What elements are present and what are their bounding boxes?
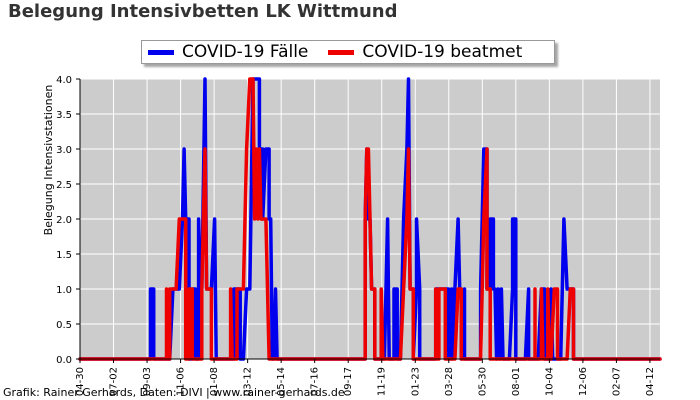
y-axis-label: Belegung Intensivstationen — [42, 85, 55, 236]
x-tick-label: 05-30 — [477, 367, 488, 396]
x-tick-label: 07-02 — [109, 367, 120, 396]
x-tick-label: 11-19 — [377, 367, 388, 396]
x-tick-label: 04-12 — [645, 367, 656, 396]
legend-label-cases: COVID-19 Fälle — [182, 42, 309, 62]
x-tick-label: 08-01 — [511, 367, 522, 396]
y-tick-label: 3.5 — [56, 110, 72, 121]
y-tick-label: 0.5 — [56, 320, 72, 331]
x-tick-label: 03-12 — [243, 367, 254, 396]
x-tick-label: 03-28 — [444, 367, 455, 396]
x-tick-label: 01-08 — [209, 367, 220, 396]
legend-swatch-ventilated — [328, 49, 355, 55]
x-tick-label: 11-06 — [176, 367, 187, 396]
x-tick-label: 05-14 — [276, 367, 287, 396]
x-tick-label: 07-16 — [310, 367, 321, 396]
x-tick-label: 09-17 — [343, 367, 354, 396]
x-tick-label: 01-23 — [410, 367, 421, 396]
legend-entry-ventilated: COVID-19 beatmet — [328, 42, 522, 62]
x-tick-label: 02-07 — [611, 367, 622, 396]
x-tick-label: 04-30 — [75, 367, 86, 396]
legend-swatch-cases — [148, 49, 174, 55]
x-tick-label: 09-03 — [142, 367, 153, 396]
y-tick-label: 3.0 — [56, 145, 72, 156]
y-tick-label: 1.5 — [56, 250, 72, 261]
y-tick-label: 2.5 — [56, 180, 72, 191]
y-tick-label: 4.0 — [56, 75, 72, 86]
chart-title: Belegung Intensivbetten LK Wittmund — [8, 1, 398, 22]
legend-entry-cases: COVID-19 Fälle — [148, 42, 308, 62]
legend-label-ventilated: COVID-19 beatmet — [362, 42, 523, 62]
x-tick-label: 12-06 — [578, 367, 589, 396]
y-tick-label: 0.0 — [56, 355, 72, 366]
x-tick-label: 10-04 — [544, 367, 555, 396]
credit-text: Grafik: Rainer Gerhards, Daten: DIVI | w… — [3, 386, 345, 399]
y-tick-label: 2.0 — [56, 215, 72, 226]
legend: COVID-19 Fälle COVID-19 beatmet — [141, 40, 555, 64]
y-tick-label: 1.0 — [56, 285, 72, 296]
